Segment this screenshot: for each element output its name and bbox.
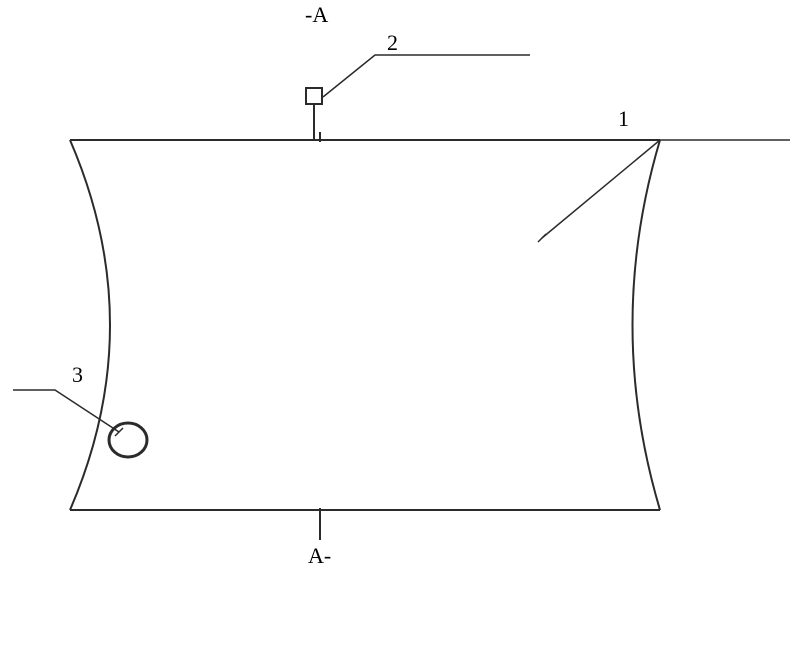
- section-label-top: -A: [305, 2, 328, 28]
- callout-3-label: 3: [72, 362, 83, 388]
- hole-icon: [109, 423, 147, 457]
- section-label-bottom: A-: [308, 543, 331, 569]
- callout-1-label: 1: [618, 106, 629, 132]
- callout-2-label: 2: [387, 30, 398, 56]
- cylinder-diagram: [0, 0, 800, 648]
